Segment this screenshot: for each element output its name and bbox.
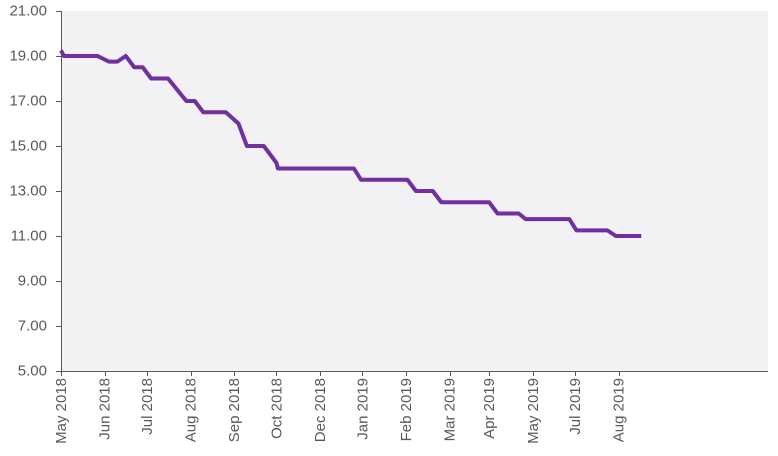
x-tick-label: Jan 2019	[354, 378, 371, 440]
y-tick-label: 9.00	[18, 273, 47, 290]
x-tick-label: Aug 2018	[183, 378, 200, 442]
x-tick-label: Mar 2019	[442, 378, 459, 441]
x-tick-label: Dec 2018	[312, 378, 329, 442]
y-tick-label: 21.00	[9, 3, 47, 20]
x-tick-label: Feb 2019	[398, 378, 415, 441]
y-axis-ticks: 5.00 7.00 9.00 11.00 13.00 15.00 17.00 19.00 21.…	[9, 3, 61, 380]
y-tick-label: 15.00	[9, 138, 47, 155]
x-tick-label: Aug 2019	[611, 378, 628, 442]
y-tick-label: 13.00	[9, 183, 47, 200]
x-tick-label: May 2019	[525, 378, 542, 444]
x-tick-label: May 2018	[53, 378, 70, 444]
y-tick-label: 19.00	[9, 48, 47, 65]
x-axis-ticks: May 2018 Jun 2018 Jul 2018 Aug 2018 Sep 2018…	[53, 371, 628, 444]
y-tick-label: 7.00	[18, 318, 47, 335]
x-tick-label: Jun 2018	[97, 378, 114, 440]
y-tick-label: 11.00	[11, 228, 47, 245]
x-tick-label: Oct 2018	[268, 378, 285, 439]
x-tick-label: Apr 2019	[481, 378, 498, 439]
series-line	[59, 49, 642, 238]
y-tick-label: 17.00	[9, 93, 47, 110]
y-tick-label: 5.00	[18, 363, 47, 380]
x-tick-label: Sep 2018	[226, 378, 243, 442]
series-layer	[59, 49, 642, 238]
x-tick-label: Jul 2019	[567, 378, 584, 435]
x-tick-label: Jul 2018	[139, 378, 156, 435]
